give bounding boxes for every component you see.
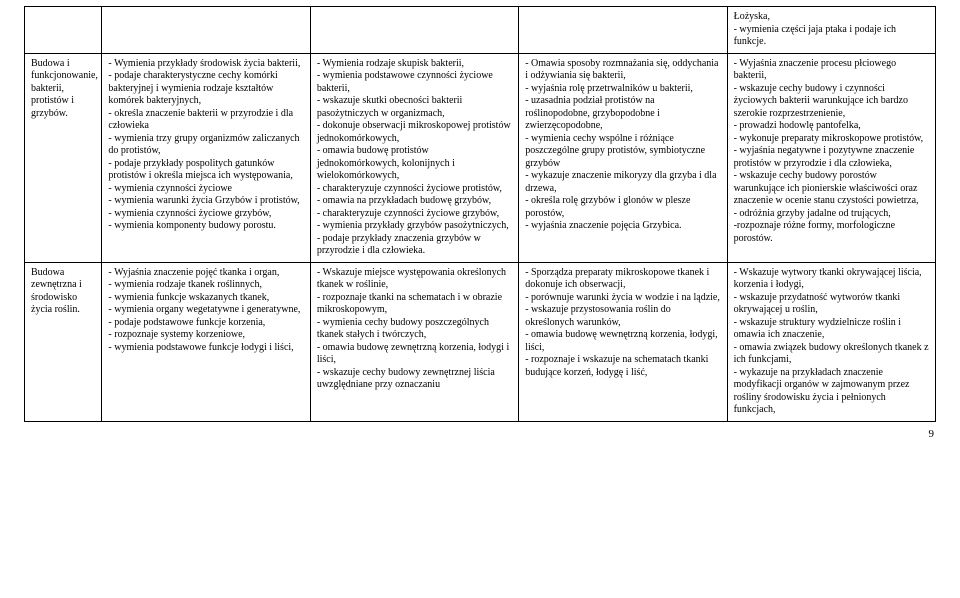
cell: - Wskazuje miejsce występowania określon… (310, 262, 518, 421)
cell (102, 7, 310, 54)
table-row: Budowa zewnętrzna i środowisko życia roś… (25, 262, 936, 421)
page-container: Łożyska,- wymienia części jaja ptaka i p… (0, 0, 960, 440)
content-table: Łożyska,- wymienia części jaja ptaka i p… (24, 6, 936, 422)
table-row: Łożyska,- wymienia części jaja ptaka i p… (25, 7, 936, 54)
cell: - Wskazuje wytwory tkanki okrywającej li… (727, 262, 935, 421)
cell-label: Budowa i funkcjonowanie, bakterii, proti… (25, 53, 102, 262)
cell: - Wyjaśnia znaczenie procesu płciowego b… (727, 53, 935, 262)
page-number: 9 (24, 422, 936, 440)
cell: - Wyjaśnia znaczenie pojęć tkanka i orga… (102, 262, 310, 421)
cell: - Wymienia rodzaje skupisk bakterii,- wy… (310, 53, 518, 262)
cell-label: Budowa zewnętrzna i środowisko życia roś… (25, 262, 102, 421)
cell: Łożyska,- wymienia części jaja ptaka i p… (727, 7, 935, 54)
cell: - Sporządza preparaty mikroskopowe tkane… (519, 262, 727, 421)
cell (519, 7, 727, 54)
cell: - Omawia sposoby rozmnażania się, oddych… (519, 53, 727, 262)
cell-label (25, 7, 102, 54)
cell: - Wymienia przykłady środowisk życia bak… (102, 53, 310, 262)
cell (310, 7, 518, 54)
table-row: Budowa i funkcjonowanie, bakterii, proti… (25, 53, 936, 262)
